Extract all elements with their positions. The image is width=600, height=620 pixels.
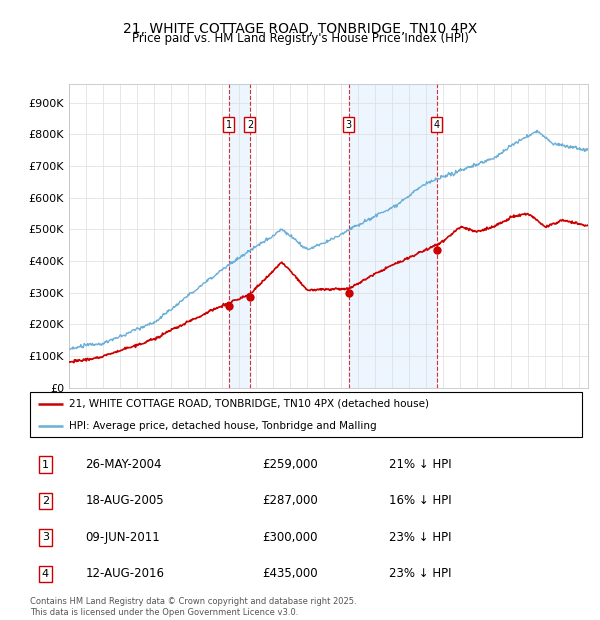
Text: 21% ↓ HPI: 21% ↓ HPI [389,458,451,471]
Text: 4: 4 [42,569,49,579]
Text: £287,000: £287,000 [262,495,317,507]
Text: 3: 3 [42,533,49,542]
Text: 16% ↓ HPI: 16% ↓ HPI [389,495,451,507]
Text: 12-AUG-2016: 12-AUG-2016 [85,567,164,580]
Text: 23% ↓ HPI: 23% ↓ HPI [389,567,451,580]
Text: 3: 3 [346,120,352,130]
Text: Price paid vs. HM Land Registry's House Price Index (HPI): Price paid vs. HM Land Registry's House … [131,32,469,45]
Text: £300,000: £300,000 [262,531,317,544]
Text: 18-AUG-2005: 18-AUG-2005 [85,495,164,507]
Text: 1: 1 [226,120,232,130]
Text: 09-JUN-2011: 09-JUN-2011 [85,531,160,544]
Text: 21, WHITE COTTAGE ROAD, TONBRIDGE, TN10 4PX (detached house): 21, WHITE COTTAGE ROAD, TONBRIDGE, TN10 … [68,399,428,409]
Text: Contains HM Land Registry data © Crown copyright and database right 2025.
This d: Contains HM Land Registry data © Crown c… [30,598,356,617]
Text: HPI: Average price, detached house, Tonbridge and Malling: HPI: Average price, detached house, Tonb… [68,421,376,431]
FancyBboxPatch shape [30,392,582,437]
Text: £435,000: £435,000 [262,567,317,580]
Bar [229,84,250,388]
Text: 4: 4 [434,120,440,130]
Text: 23% ↓ HPI: 23% ↓ HPI [389,531,451,544]
Text: 2: 2 [42,496,49,506]
Text: 26-MAY-2004: 26-MAY-2004 [85,458,162,471]
Text: 21, WHITE COTTAGE ROAD, TONBRIDGE, TN10 4PX: 21, WHITE COTTAGE ROAD, TONBRIDGE, TN10 … [123,22,477,36]
Bar [349,84,437,388]
Text: £259,000: £259,000 [262,458,317,471]
Text: 2: 2 [247,120,253,130]
Text: 1: 1 [42,459,49,469]
